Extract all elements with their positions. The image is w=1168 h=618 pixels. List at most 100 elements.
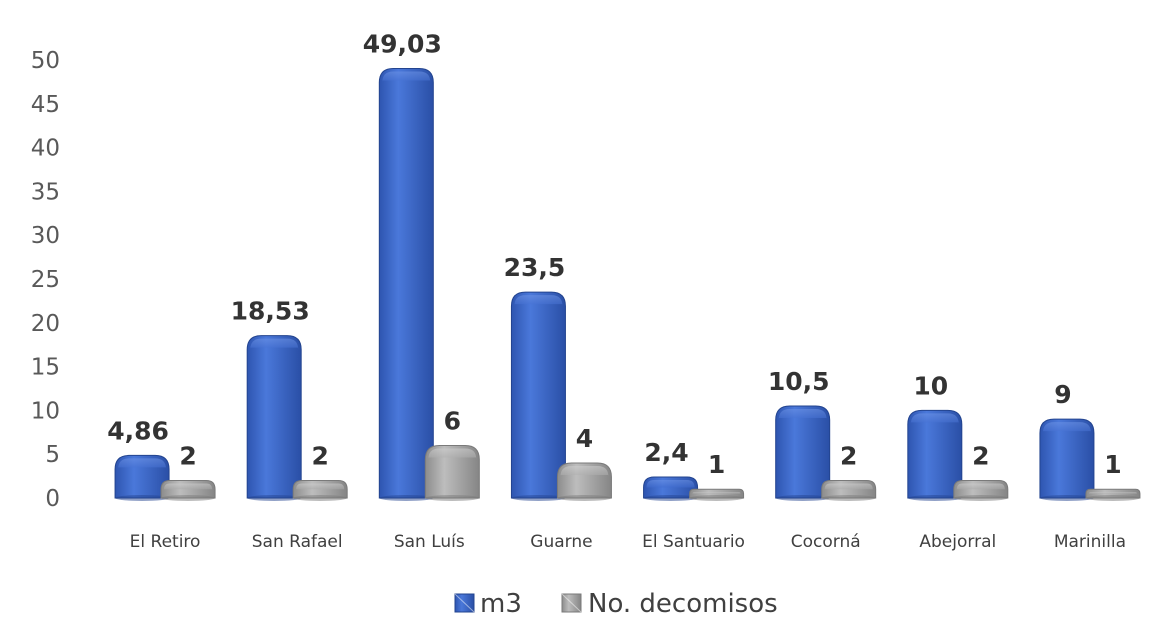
bar-decomisos <box>689 488 745 501</box>
bar-decomisos <box>556 462 612 501</box>
bar-decomisos <box>424 444 480 501</box>
bar-base <box>1085 495 1140 501</box>
legend-swatch-bevel <box>561 593 582 613</box>
x-axis: El Retiro San Rafael San Luís Guarne El Sant… <box>130 532 1126 552</box>
y-tick-label: 15 <box>31 355 60 381</box>
data-label: 2 <box>972 441 989 470</box>
x-tick-label: Cocorná <box>791 532 861 552</box>
bar-top-highlight <box>560 465 609 477</box>
bar-top-highlight <box>382 71 431 83</box>
bar-body <box>510 291 566 499</box>
bar-decomisos <box>1085 488 1141 501</box>
x-tick-label: El Santuario <box>642 532 745 552</box>
bar-base <box>425 495 480 501</box>
data-label: 2,4 <box>644 438 688 467</box>
legend-label: No. decomisos <box>588 589 778 618</box>
bar-top-highlight <box>296 483 345 490</box>
data-label: 4 <box>576 424 593 453</box>
bar-top-highlight <box>692 492 741 494</box>
bar-base <box>907 495 962 501</box>
bar-top-highlight <box>250 338 299 350</box>
bar-decomisos <box>292 479 348 501</box>
x-tick-label: Abejorral <box>919 532 996 552</box>
data-label: 9 <box>1054 380 1071 409</box>
bar-decomisos <box>821 479 877 501</box>
bar-m3 <box>114 454 170 501</box>
bar-top-highlight <box>428 448 477 460</box>
bar-m3 <box>1039 418 1095 501</box>
x-tick-label: Guarne <box>530 532 592 552</box>
bar-base <box>643 495 698 501</box>
y-tick-label: 5 <box>45 442 60 468</box>
x-tick-label: Marinilla <box>1054 532 1126 552</box>
bar-top-highlight <box>956 483 1005 490</box>
data-label: 18,53 <box>231 297 310 326</box>
legend-swatch-bevel <box>454 593 475 613</box>
y-tick-label: 30 <box>31 223 60 249</box>
bar-top-highlight <box>514 295 563 307</box>
bar-base <box>379 495 434 501</box>
bar-top-highlight <box>164 483 213 490</box>
bar-top-highlight <box>778 409 827 421</box>
bar-base <box>689 495 744 501</box>
bar-base <box>557 495 612 501</box>
y-tick-label: 50 <box>31 48 60 74</box>
bar-body <box>775 405 831 499</box>
bar-m3 <box>643 476 699 501</box>
data-label: 4,86 <box>107 416 169 445</box>
x-tick-label: San Luís <box>394 532 465 552</box>
bar-top-highlight <box>824 483 873 490</box>
legend-item: m3 <box>454 589 522 618</box>
bar-base <box>821 495 876 501</box>
bar-body <box>1039 418 1095 499</box>
y-tick-label: 45 <box>31 92 60 118</box>
data-label: 10 <box>913 371 948 400</box>
data-label: 1 <box>1104 450 1121 479</box>
y-tick-label: 0 <box>45 486 60 512</box>
bar-base <box>115 495 170 501</box>
bar-top-highlight <box>910 413 959 425</box>
bar-m3 <box>907 409 963 501</box>
bar-base <box>775 495 830 501</box>
bar-decomisos <box>160 479 216 501</box>
y-tick-label: 20 <box>31 311 60 337</box>
legend-item: No. decomisos <box>561 589 778 618</box>
bar-top-highlight <box>1088 492 1137 494</box>
bar-m3 <box>510 291 566 501</box>
data-label: 6 <box>444 406 461 435</box>
bar-decomisos <box>953 479 1009 501</box>
bar-base <box>953 495 1008 501</box>
bars-layer <box>114 67 1141 501</box>
x-tick-label: San Rafael <box>252 532 343 552</box>
x-tick-label: El Retiro <box>130 532 201 552</box>
data-label: 2 <box>840 441 857 470</box>
bar-base <box>1039 495 1094 501</box>
legend: m3 No. decomisos <box>454 589 778 618</box>
bar-base <box>293 495 348 501</box>
y-tick-label: 40 <box>31 136 60 162</box>
bar-m3 <box>246 335 302 501</box>
y-axis: 0 5 10 15 20 25 30 35 40 45 50 <box>31 48 60 512</box>
data-label: 10,5 <box>768 367 830 396</box>
bar-body <box>378 67 434 499</box>
bar-body <box>907 409 963 499</box>
y-tick-label: 35 <box>31 179 60 205</box>
bar-base <box>511 495 566 501</box>
data-label: 2 <box>179 441 196 470</box>
data-labels-layer: 4,86 2 18,53 2 49,03 6 23,5 4 2,4 1 10,5 2 10 2 9 1 <box>107 29 1121 479</box>
data-label: 49,03 <box>363 29 442 58</box>
y-tick-label: 10 <box>31 398 60 424</box>
bar-body <box>246 335 302 499</box>
bar-base <box>247 495 302 501</box>
bar-base <box>161 495 216 501</box>
y-tick-label: 25 <box>31 267 60 293</box>
bar-top-highlight <box>1042 422 1091 434</box>
bar-body <box>424 444 480 499</box>
data-label: 2 <box>311 441 328 470</box>
legend-label: m3 <box>480 589 522 618</box>
bar-m3 <box>378 67 434 501</box>
data-label: 1 <box>708 450 725 479</box>
bar-top-highlight <box>646 479 695 488</box>
